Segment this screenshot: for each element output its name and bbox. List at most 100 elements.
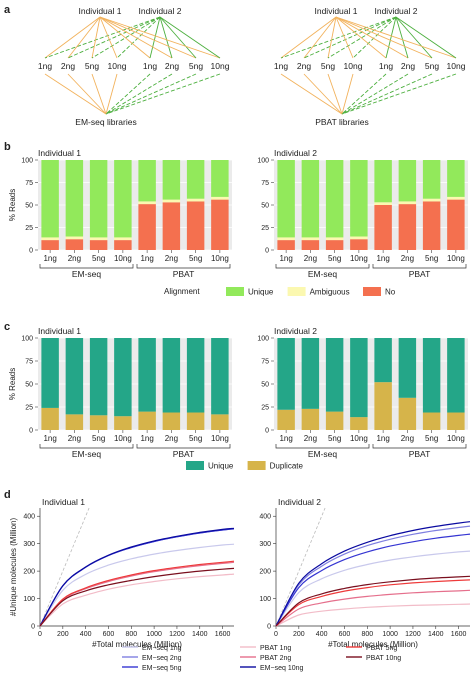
tree-bottom-label: PBAT libraries bbox=[315, 117, 369, 127]
bar-segment bbox=[162, 338, 181, 413]
y-tick-label: 50 bbox=[25, 382, 33, 389]
legend-row: Alignment Unique Ambiguous No bbox=[164, 287, 396, 297]
y-tick-label: 100 bbox=[21, 158, 33, 165]
tree-node-bg bbox=[185, 60, 207, 72]
y-tick-label: 100 bbox=[259, 596, 271, 603]
legend-item: PBAT 10ng bbox=[346, 655, 401, 662]
bar-segment bbox=[374, 205, 392, 250]
group-label: PBAT bbox=[173, 449, 195, 459]
x-tick-label: 1400 bbox=[428, 631, 444, 638]
bar-segment bbox=[114, 240, 132, 250]
bar-segment bbox=[422, 160, 441, 199]
tree-node-bg bbox=[209, 60, 231, 72]
tree-edge-top bbox=[159, 16, 221, 59]
tree-edge-bottom bbox=[341, 73, 387, 115]
tree-edge-bottom bbox=[341, 73, 354, 115]
bar-segment bbox=[277, 409, 295, 430]
tree-middle-label: 10ng bbox=[108, 61, 127, 71]
tree-top-label: Individual 2 bbox=[138, 6, 181, 16]
bar-segment bbox=[138, 411, 156, 430]
x-tick-label: 10ng bbox=[350, 434, 368, 443]
bar-segment bbox=[301, 160, 320, 238]
tree-edge-top bbox=[44, 16, 161, 59]
tree-edge-bottom bbox=[105, 73, 173, 115]
y-tick-label: 25 bbox=[25, 405, 33, 412]
tree-node-bg bbox=[421, 60, 443, 72]
series-line bbox=[275, 603, 471, 627]
series-line bbox=[39, 573, 235, 627]
tree-middle-label: 5ng bbox=[189, 61, 203, 71]
bar-segment bbox=[186, 198, 205, 202]
x-tick-label: 1ng bbox=[376, 434, 389, 443]
chart-subtitle: Individual 2 bbox=[278, 497, 321, 507]
tree-node-bg bbox=[34, 60, 56, 72]
bar-chart: Individual 1 0 25 50 75 100 % Reads 1ng 2ng 5ng 10… bbox=[8, 326, 232, 459]
y-tick-label: 0 bbox=[31, 624, 35, 631]
x-tick-label: 1ng bbox=[43, 434, 56, 443]
tree-edge-bottom bbox=[341, 73, 457, 115]
tree-edge-bottom bbox=[105, 73, 151, 115]
tree-edge-top bbox=[44, 16, 101, 59]
tree-middle-label: 5ng bbox=[425, 61, 439, 71]
x-tick-label: 5ng bbox=[328, 434, 341, 443]
bar-segment bbox=[398, 204, 417, 250]
bar-segment bbox=[211, 414, 229, 430]
tree-edge-top bbox=[91, 16, 161, 59]
tree-edge-top bbox=[67, 16, 161, 59]
group-bracket bbox=[136, 264, 231, 269]
bar-segment bbox=[65, 236, 84, 240]
bar-segment bbox=[301, 408, 320, 430]
panel-c-legend: Unique Duplicate bbox=[186, 461, 304, 471]
tree-node-bg bbox=[293, 60, 315, 72]
legend-item: EM−seq 2ng bbox=[122, 655, 182, 662]
library-tree-2: Individual 1 Individual 2 1ng 2ng 5ng 10ng 1ng… bbox=[270, 6, 467, 127]
x-tick-label: 10ng bbox=[211, 254, 229, 263]
legend-swatch bbox=[287, 287, 306, 296]
legend-label: Unique bbox=[208, 462, 234, 471]
tree-edge-bottom bbox=[341, 73, 433, 115]
x-tick-label: 600 bbox=[339, 631, 351, 638]
bar-segment bbox=[65, 338, 84, 415]
legend-label: EM−seq 2ng bbox=[142, 655, 182, 662]
x-tick-label: 2ng bbox=[401, 254, 414, 263]
x-tick-label: 5ng bbox=[328, 254, 341, 263]
x-tick-label: 10ng bbox=[114, 434, 132, 443]
bar-segment bbox=[114, 416, 132, 430]
y-tick-label: 300 bbox=[23, 541, 35, 548]
bar-segment bbox=[211, 199, 229, 250]
tree-middle-label: 1ng bbox=[38, 61, 52, 71]
y-tick-label: 100 bbox=[257, 336, 269, 343]
bar-chart: Individual 1 0 25 50 75 100 % Reads 1ng 2ng 5ng 10… bbox=[8, 148, 232, 279]
library-tree-1: Individual 1 Individual 2 1ng 2ng 5ng 10ng 1ng… bbox=[34, 6, 231, 127]
bar-segment bbox=[41, 237, 59, 241]
group-bracket bbox=[372, 264, 467, 269]
legend-swatch bbox=[363, 287, 381, 296]
x-tick-label: 10ng bbox=[350, 254, 368, 263]
reference-line bbox=[275, 507, 326, 627]
tree-edge-top bbox=[116, 16, 161, 59]
legend-item: PBAT 2ng bbox=[240, 655, 291, 662]
legend-item: EM−seq 5ng bbox=[122, 665, 182, 672]
x-tick-label: 200 bbox=[293, 631, 305, 638]
tree-node-bg bbox=[139, 60, 161, 72]
panel-d-saturation-charts: Individual 1 0 100 200 300 400 0 200 400 600 800 10… bbox=[9, 497, 471, 649]
bar-segment bbox=[277, 160, 295, 238]
series-line bbox=[39, 528, 235, 627]
panel-letter-b: b bbox=[4, 141, 11, 153]
reference-line bbox=[39, 507, 90, 627]
panel-letter-c: c bbox=[4, 321, 10, 333]
x-tick-label: 1200 bbox=[405, 631, 421, 638]
legend-swatch bbox=[186, 461, 204, 470]
tree-middle-label: 5ng bbox=[85, 61, 99, 71]
y-tick-label: 25 bbox=[261, 405, 269, 412]
series-line bbox=[39, 561, 235, 627]
bar-segment bbox=[350, 239, 368, 250]
panel-a-library-trees: Individual 1 Individual 2 1ng 2ng 5ng 10ng 1ng… bbox=[34, 6, 467, 127]
bar-segment bbox=[186, 338, 205, 413]
bar-segment bbox=[162, 202, 181, 250]
bar-segment bbox=[114, 160, 132, 238]
tree-edge-top bbox=[303, 16, 337, 59]
tree-node-bg bbox=[57, 60, 79, 72]
group-label: EM-seq bbox=[72, 269, 102, 279]
bar-segment bbox=[114, 338, 132, 417]
